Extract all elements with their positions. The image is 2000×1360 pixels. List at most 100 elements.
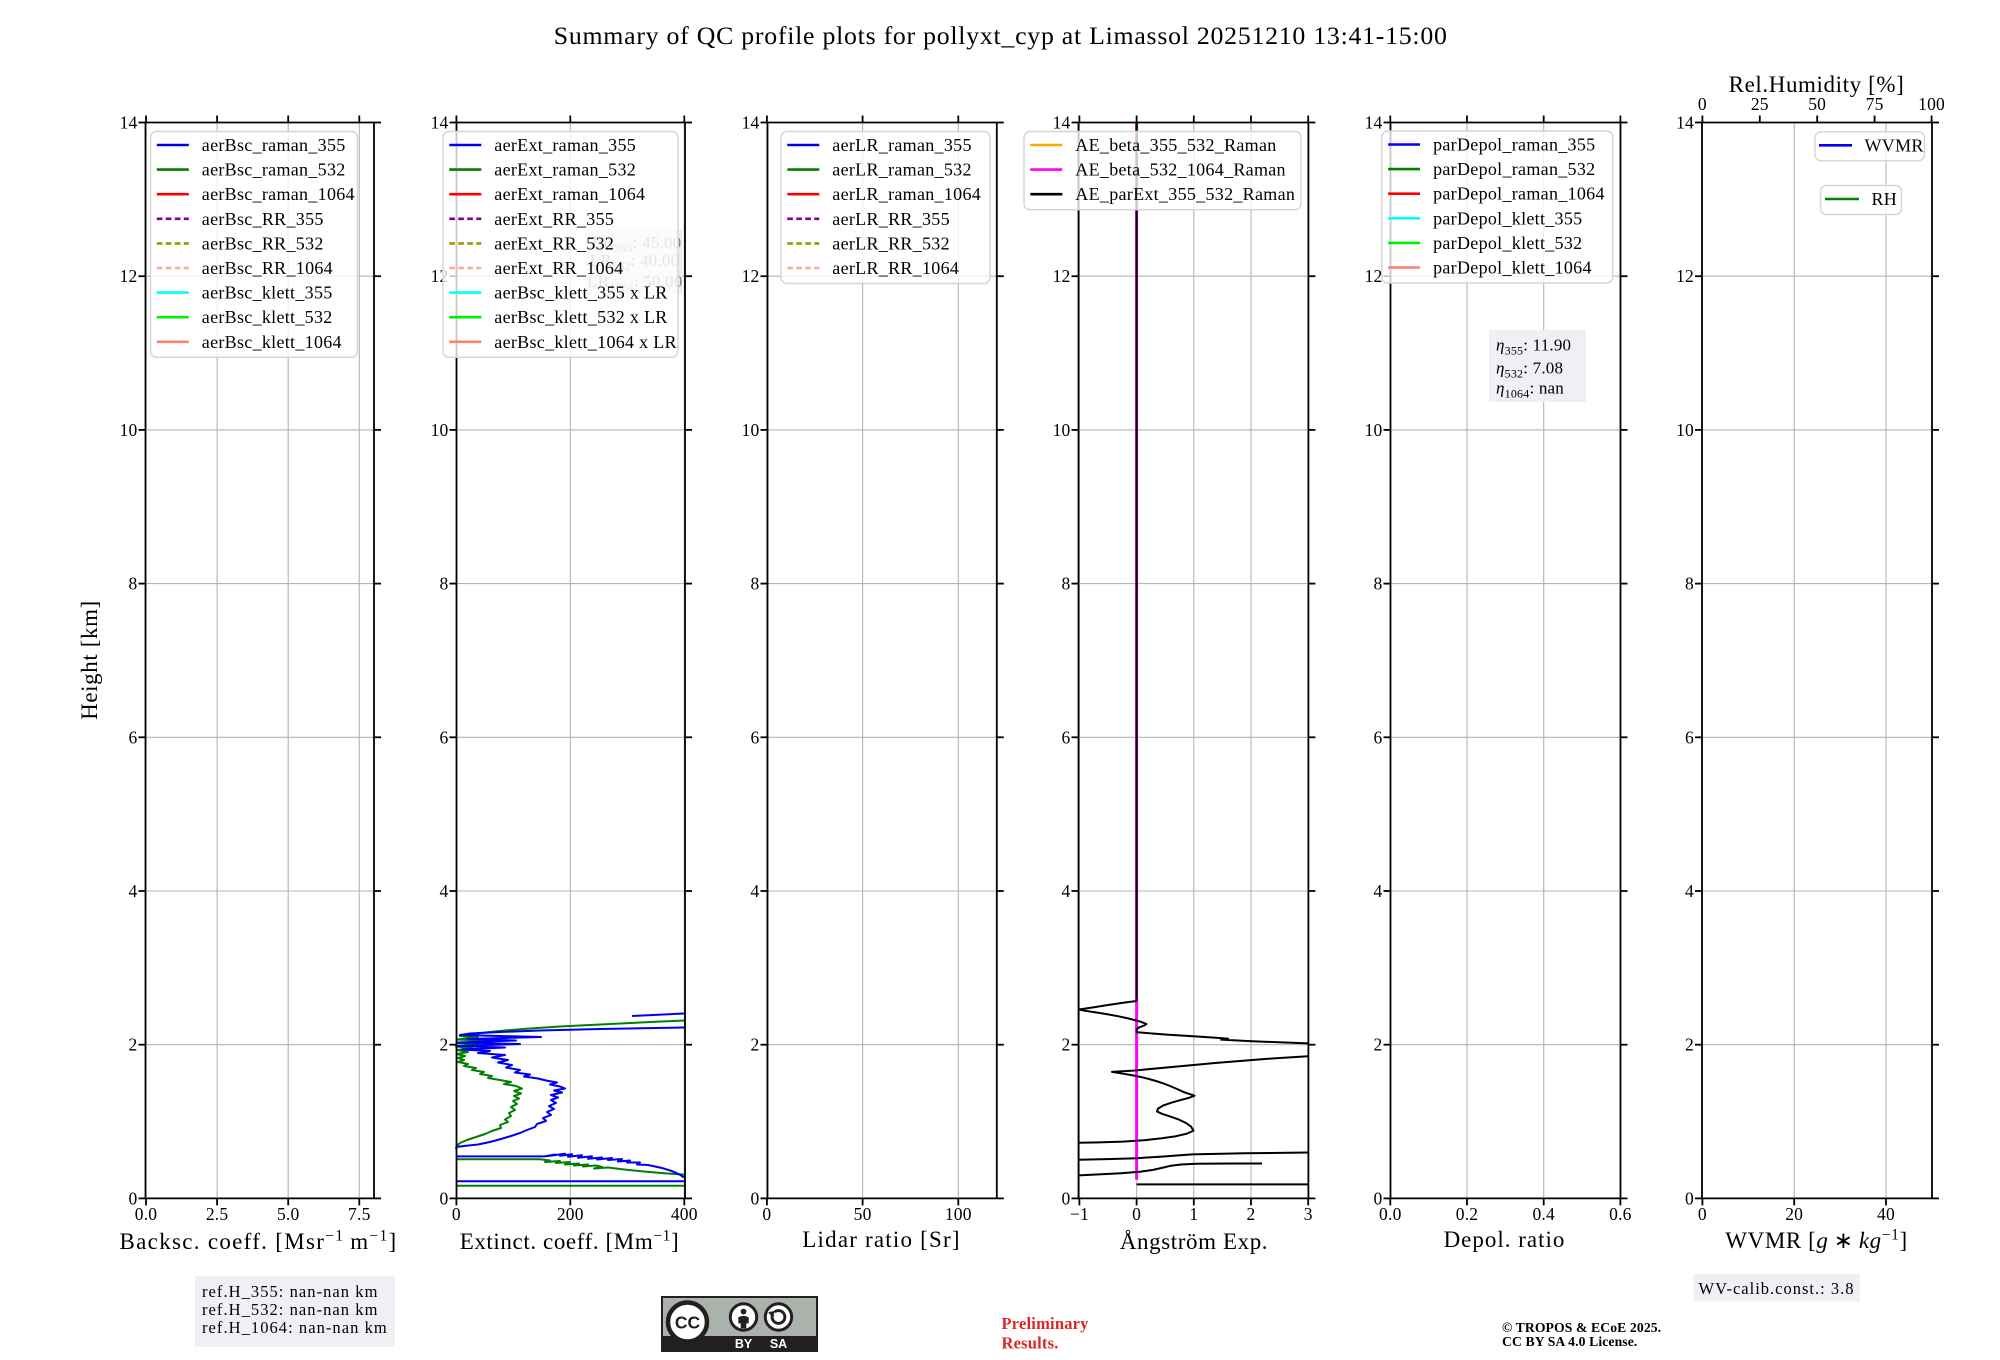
- svg-text:CC: CC: [675, 1313, 701, 1333]
- svg-text:7.5: 7.5: [348, 1204, 371, 1224]
- svg-text:4: 4: [440, 881, 449, 901]
- svg-text:aerBsc_klett_1064: aerBsc_klett_1064: [202, 332, 342, 352]
- svg-text:SA: SA: [770, 1337, 787, 1351]
- svg-text:5.0: 5.0: [277, 1204, 300, 1224]
- svg-text:aerBsc_klett_355 x LR: aerBsc_klett_355 x LR: [494, 283, 667, 303]
- svg-text:8: 8: [440, 574, 449, 594]
- svg-text:0: 0: [440, 1188, 449, 1208]
- svg-text:0: 0: [1698, 1204, 1707, 1224]
- svg-text:6: 6: [1062, 727, 1071, 747]
- svg-text:WV-calib.const.: 3.8: WV-calib.const.: 3.8: [1699, 1279, 1855, 1298]
- svg-text:10: 10: [1365, 420, 1383, 440]
- svg-text:Results.: Results.: [1002, 1334, 1059, 1353]
- svg-text:ref.H_1064: nan-nan km: ref.H_1064: nan-nan km: [202, 1318, 388, 1337]
- svg-text:10: 10: [742, 420, 760, 440]
- svg-text:0: 0: [751, 1188, 760, 1208]
- svg-text:0: 0: [1374, 1188, 1383, 1208]
- svg-text:100: 100: [1918, 94, 1945, 114]
- svg-text:2.5: 2.5: [206, 1204, 229, 1224]
- svg-text:ref.H_355: nan-nan km: ref.H_355: nan-nan km: [202, 1282, 378, 1301]
- svg-text:Depol. ratio: Depol. ratio: [1444, 1227, 1566, 1252]
- svg-text:parDepol_raman_1064: parDepol_raman_1064: [1433, 184, 1605, 204]
- svg-text:14: 14: [431, 113, 449, 133]
- svg-text:aerLR_RR_1064: aerLR_RR_1064: [832, 258, 959, 278]
- svg-text:parDepol_raman_355: parDepol_raman_355: [1433, 135, 1595, 155]
- svg-text:aerBsc_raman_1064: aerBsc_raman_1064: [202, 184, 355, 204]
- svg-text:75: 75: [1866, 94, 1884, 114]
- svg-text:aerLR_raman_1064: aerLR_raman_1064: [832, 184, 981, 204]
- svg-text:© TROPOS & ECoE 2025.: © TROPOS & ECoE 2025.: [1502, 1320, 1661, 1335]
- svg-text:10: 10: [1676, 420, 1694, 440]
- svg-text:Rel.Humidity [%]: Rel.Humidity [%]: [1729, 72, 1905, 97]
- svg-text:0.0: 0.0: [1379, 1204, 1402, 1224]
- svg-text:14: 14: [1365, 113, 1383, 133]
- svg-text:Ångström Exp.: Ångström Exp.: [1120, 1229, 1268, 1254]
- svg-text:8: 8: [129, 574, 138, 594]
- svg-text:6: 6: [751, 727, 760, 747]
- svg-text:12: 12: [1365, 266, 1383, 286]
- svg-text:0: 0: [452, 1204, 461, 1224]
- svg-text:14: 14: [742, 113, 760, 133]
- svg-text:AE_parExt_355_532_Raman: AE_parExt_355_532_Raman: [1075, 184, 1295, 204]
- svg-text:0: 0: [1685, 1188, 1694, 1208]
- svg-text:0.4: 0.4: [1532, 1204, 1555, 1224]
- svg-text:1: 1: [1189, 1204, 1198, 1224]
- svg-text:10: 10: [1053, 420, 1071, 440]
- svg-text:parDepol_klett_1064: parDepol_klett_1064: [1433, 258, 1592, 278]
- svg-text:BY: BY: [735, 1337, 753, 1351]
- svg-text:aerExt_RR_532: aerExt_RR_532: [494, 233, 614, 253]
- svg-text:WVMR: WVMR: [1865, 135, 1924, 155]
- svg-text:6: 6: [1374, 727, 1383, 747]
- svg-text:CC BY SA 4.0 License.: CC BY SA 4.0 License.: [1502, 1334, 1637, 1349]
- svg-text:0.0: 0.0: [135, 1204, 158, 1224]
- svg-text:14: 14: [1053, 113, 1071, 133]
- svg-text:12: 12: [1053, 266, 1071, 286]
- svg-text:Preliminary: Preliminary: [1002, 1314, 1090, 1333]
- svg-text:AE_beta_355_532_Raman: AE_beta_355_532_Raman: [1075, 135, 1276, 155]
- svg-text:Summary of QC profile plots fo: Summary of QC profile plots for pollyxt_…: [554, 21, 1448, 50]
- svg-text:4: 4: [1062, 881, 1071, 901]
- svg-text:0: 0: [129, 1188, 138, 1208]
- svg-text:20: 20: [1785, 1204, 1803, 1224]
- svg-text:50: 50: [854, 1204, 872, 1224]
- svg-text:Backsc. coeff. [Msr−1 m−1]: Backsc. coeff. [Msr−1 m−1]: [120, 1228, 398, 1255]
- svg-text:parDepol_raman_532: parDepol_raman_532: [1433, 159, 1595, 179]
- svg-text:6: 6: [1685, 727, 1694, 747]
- svg-text:RH: RH: [1872, 189, 1898, 209]
- svg-text:10: 10: [431, 420, 449, 440]
- svg-text:aerBsc_RR_355: aerBsc_RR_355: [202, 209, 324, 229]
- svg-text:0: 0: [1698, 94, 1707, 114]
- svg-text:0: 0: [1062, 1188, 1071, 1208]
- svg-text:aerExt_RR_1064: aerExt_RR_1064: [494, 258, 623, 278]
- svg-text:WVMR [g ∗ kg−1]: WVMR [g ∗ kg−1]: [1725, 1227, 1907, 1254]
- svg-text:η1064: nan: η1064: nan: [1496, 379, 1564, 401]
- svg-text:50: 50: [1808, 94, 1826, 114]
- svg-text:14: 14: [120, 113, 138, 133]
- svg-text:10: 10: [120, 420, 138, 440]
- svg-text:4: 4: [751, 881, 760, 901]
- svg-text:2: 2: [1685, 1035, 1694, 1055]
- svg-text:parDepol_klett_532: parDepol_klett_532: [1433, 233, 1582, 253]
- svg-text:aerLR_RR_532: aerLR_RR_532: [832, 233, 950, 253]
- svg-text:12: 12: [120, 266, 138, 286]
- svg-text:25: 25: [1751, 94, 1769, 114]
- svg-text:aerBsc_klett_355: aerBsc_klett_355: [202, 283, 333, 303]
- svg-text:2: 2: [1374, 1035, 1383, 1055]
- svg-text:40: 40: [1877, 1204, 1895, 1224]
- svg-text:aerBsc_RR_1064: aerBsc_RR_1064: [202, 258, 333, 278]
- svg-text:8: 8: [751, 574, 760, 594]
- svg-text:6: 6: [440, 727, 449, 747]
- svg-text:2: 2: [751, 1035, 760, 1055]
- svg-text:2: 2: [440, 1035, 449, 1055]
- svg-text:0.2: 0.2: [1456, 1204, 1478, 1224]
- svg-text:aerBsc_klett_532: aerBsc_klett_532: [202, 307, 333, 327]
- svg-text:aerExt_RR_355: aerExt_RR_355: [494, 209, 614, 229]
- svg-text:8: 8: [1374, 574, 1383, 594]
- svg-text:aerLR_RR_355: aerLR_RR_355: [832, 209, 950, 229]
- svg-text:2: 2: [129, 1035, 138, 1055]
- svg-text:4: 4: [129, 881, 138, 901]
- svg-text:12: 12: [1676, 266, 1694, 286]
- svg-text:aerLR_raman_355: aerLR_raman_355: [832, 135, 971, 155]
- svg-text:6: 6: [129, 727, 138, 747]
- svg-text:0: 0: [762, 1204, 771, 1224]
